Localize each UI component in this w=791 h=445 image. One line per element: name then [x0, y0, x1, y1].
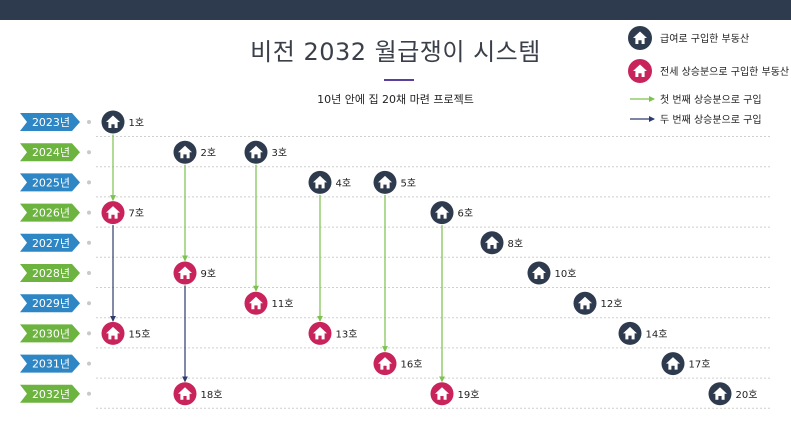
legend-first-arrow: 첫 번째 상승분으로 구입 [630, 93, 762, 106]
year-label: 2031년 [32, 358, 70, 371]
year-rows: 2023년 2024년 2025년 2026년 2027년 2028년 2029년 2030년… [20, 113, 770, 409]
year-tag [20, 324, 80, 343]
legend-deposit-label: 전세 상승분으로 구입한 부동산 [660, 65, 789, 78]
house-node: 13호 [308, 321, 358, 345]
house-label: 9호 [201, 268, 217, 280]
row-dot [87, 331, 91, 336]
row-dot [87, 301, 91, 306]
house-label: 4호 [336, 177, 352, 189]
year-label: 2024년 [32, 146, 70, 159]
legend-second-arrow-label: 두 번째 상승분으로 구입 [660, 113, 762, 126]
row-dot [87, 120, 91, 124]
house-label: 13호 [336, 328, 358, 340]
top-bar [0, 0, 791, 20]
year-row: 2032년 [20, 384, 770, 409]
legend-first-arrow-label: 첫 번째 상승분으로 구입 [660, 93, 762, 106]
house-node: 16호 [373, 352, 423, 376]
page-subtitle: 10년 안에 집 20채 마련 프로젝트 [317, 93, 474, 106]
year-row: 2031년 [20, 354, 770, 379]
house-node: 15호 [101, 321, 151, 345]
house-label: 14호 [646, 328, 668, 340]
house-node: 14호 [618, 321, 668, 345]
house-label: 12호 [601, 298, 623, 310]
house-node: 10호 [527, 261, 577, 285]
house-node: 7호 [101, 201, 145, 225]
house-label: 15호 [129, 328, 151, 340]
year-tag [20, 113, 80, 131]
year-label: 2026년 [32, 207, 70, 220]
row-dot [87, 271, 91, 275]
row-dot [87, 361, 91, 366]
house-label: 16호 [401, 359, 423, 371]
house-label: 11호 [272, 298, 294, 310]
row-dot [87, 391, 91, 396]
year-row: 2027년 [20, 233, 770, 258]
house-node: 20호 [708, 382, 758, 406]
purchase-arrows [110, 134, 445, 383]
house-node: 2호 [173, 140, 217, 164]
year-row: 2028년 [20, 264, 770, 288]
year-tag [20, 354, 80, 373]
house-label: 2호 [201, 147, 217, 159]
year-row: 2030년 [20, 324, 770, 349]
house-label: 10호 [555, 268, 577, 280]
house-label: 20호 [736, 389, 758, 401]
year-label: 2025년 [32, 176, 70, 189]
house-node: 3호 [244, 140, 288, 164]
legend-salary-label: 급여로 구입한 부동산 [660, 32, 749, 45]
house-label: 19호 [458, 389, 480, 401]
house-node: 19호 [430, 382, 480, 406]
year-tag [20, 294, 80, 313]
house-node: 9호 [173, 261, 217, 285]
year-tag [20, 203, 80, 222]
house-node: 18호 [173, 382, 223, 406]
year-row: 2029년 [20, 294, 770, 319]
house-label: 5호 [401, 177, 417, 189]
year-label: 2027년 [32, 237, 70, 250]
year-tag [20, 264, 80, 282]
house-label: 3호 [272, 147, 288, 159]
year-label: 2030년 [32, 327, 70, 340]
row-dot [87, 150, 91, 155]
legend: 급여로 구입한 부동산 전세 상승분으로 구입한 부동산 첫 번째 상승분으로 … [628, 26, 789, 126]
house-label: 1호 [129, 117, 145, 129]
house-label: 18호 [201, 389, 223, 401]
house-node: 5호 [373, 170, 417, 194]
year-label: 2028년 [32, 267, 70, 280]
year-tag [20, 173, 80, 192]
year-row: 2024년 [20, 143, 770, 168]
year-label: 2029년 [32, 297, 70, 310]
title-underline [384, 79, 414, 81]
year-label: 2032년 [32, 388, 70, 401]
legend-deposit-purchase: 전세 상승분으로 구입한 부동산 [628, 59, 789, 83]
house-node: 1호 [101, 110, 145, 134]
legend-second-arrow: 두 번째 상승분으로 구입 [630, 113, 762, 126]
house-node: 12호 [573, 291, 623, 315]
house-node: 17호 [661, 352, 711, 376]
year-label: 2023년 [32, 116, 70, 129]
house-node: 6호 [430, 201, 474, 225]
house-nodes: 1호 2호 3호 4호 5호 6호 7호 8호 9호 10호 11호 12호 13호 14호 15호 16호 1… [101, 110, 758, 406]
house-node: 4호 [308, 170, 352, 194]
year-row: 2026년 [20, 203, 770, 228]
house-label: 17호 [689, 359, 711, 371]
legend-salary-purchase: 급여로 구입한 부동산 [628, 26, 749, 50]
row-dot [87, 180, 91, 185]
page-title: 비전 2032 월급쟁이 시스템 [250, 38, 541, 66]
row-dot [87, 210, 91, 215]
year-tag [20, 233, 80, 252]
house-label: 6호 [458, 208, 474, 220]
house-label: 7호 [129, 208, 145, 220]
year-tag [20, 143, 80, 162]
house-node: 11호 [244, 291, 294, 315]
row-dot [87, 240, 91, 245]
year-row: 2023년 [20, 113, 770, 137]
year-tag [20, 384, 80, 403]
year-row: 2025년 [20, 173, 770, 198]
house-label: 8호 [508, 238, 524, 250]
house-node: 8호 [480, 231, 524, 255]
